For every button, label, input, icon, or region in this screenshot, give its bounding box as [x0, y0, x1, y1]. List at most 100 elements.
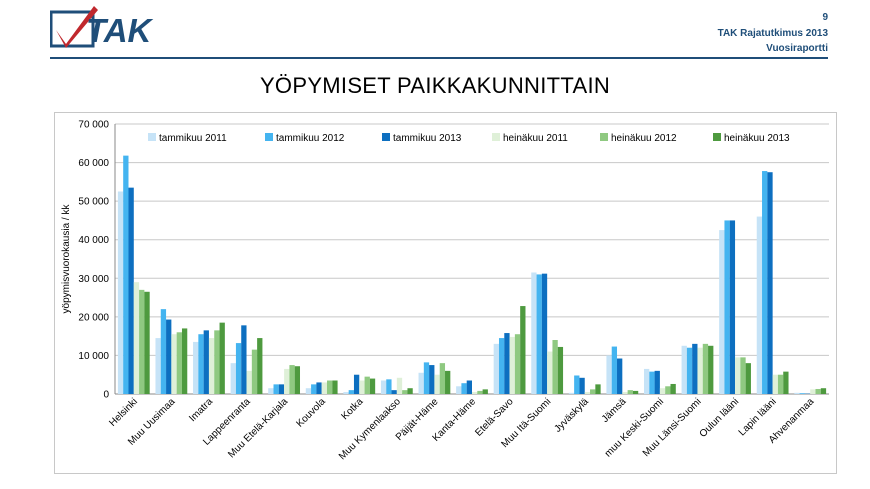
- y-tick-label: 50 000: [78, 197, 109, 208]
- bar: [278, 384, 285, 394]
- bar: [729, 220, 736, 394]
- bar: [396, 377, 403, 394]
- bar: [659, 388, 666, 394]
- y-axis-title: yöpymisvuorokausia / kk: [61, 204, 72, 314]
- bar: [493, 343, 499, 394]
- legend-swatch: [265, 133, 273, 141]
- bar: [214, 330, 220, 394]
- bar: [649, 371, 655, 394]
- chart-title: YÖPYMISET PAIKKAKUNNITTAIN: [259, 73, 611, 98]
- chart-frame: 0 10 000 20 000 30 000 40 000 50 000 60 000 70 …: [54, 112, 837, 474]
- bar: [772, 374, 778, 394]
- bar: [139, 289, 145, 394]
- logo-text: TAK: [86, 12, 154, 49]
- y-tick-label: 0: [103, 390, 109, 401]
- page-number: 9: [822, 12, 828, 23]
- bar: [257, 338, 263, 394]
- bar: [321, 382, 327, 394]
- bar: [203, 330, 209, 394]
- y-tick-label: 20 000: [78, 312, 109, 323]
- bar: [686, 347, 693, 394]
- bar: [155, 338, 161, 394]
- bar: [289, 365, 295, 394]
- bar: [498, 338, 505, 394]
- bar: [219, 322, 225, 394]
- bar: [617, 358, 623, 394]
- x-tick-label: Imatra: [187, 396, 215, 424]
- bar: [541, 273, 548, 394]
- y-tick-label: 60 000: [78, 158, 109, 169]
- bar: [745, 363, 751, 394]
- bar: [429, 365, 435, 394]
- legend-label: tammikuu 2012: [276, 133, 345, 144]
- bar: [268, 388, 274, 394]
- bar: [181, 328, 188, 394]
- bar: [777, 374, 784, 394]
- bar: [364, 376, 370, 394]
- report-title: TAK Rajatutkimus 2013: [717, 28, 828, 39]
- bar: [284, 368, 290, 394]
- x-tick-label: Kouvola: [294, 396, 328, 430]
- legend-swatch: [713, 133, 721, 141]
- bar: [756, 216, 763, 394]
- legend-label: heinäkuu 2012: [611, 133, 677, 144]
- bar: [595, 384, 601, 394]
- bar: [246, 370, 252, 394]
- bar: [343, 392, 349, 394]
- legend-label: tammikuu 2011: [159, 133, 227, 144]
- bar: [665, 386, 671, 394]
- x-tick-label: Kotka: [340, 396, 366, 422]
- y-tick-label: 30 000: [78, 274, 109, 285]
- bar: [391, 390, 397, 394]
- bar: [251, 349, 258, 394]
- y-tick-label: 10 000: [78, 351, 109, 362]
- bar: [611, 346, 618, 394]
- bar: [273, 384, 279, 394]
- bar-chart: 0 10 000 20 000 30 000 40 000 50 000 60 000 70 …: [61, 120, 829, 462]
- bar: [193, 341, 199, 394]
- bar: [402, 390, 408, 394]
- bar: [123, 155, 129, 394]
- legend-label: heinäkuu 2013: [724, 133, 790, 144]
- bar: [568, 392, 575, 394]
- legend-swatch: [492, 133, 500, 141]
- bar: [311, 384, 317, 394]
- bar: [719, 230, 725, 394]
- bar: [294, 366, 301, 394]
- bar: [509, 336, 515, 394]
- bar: [407, 388, 413, 394]
- bar: [740, 357, 746, 394]
- bar: [439, 363, 446, 394]
- bar: [606, 355, 612, 394]
- bar: [208, 338, 215, 394]
- x-tick-label: Jyväskylä: [552, 396, 591, 435]
- bar: [622, 392, 628, 394]
- bar: [386, 379, 392, 394]
- bar: [820, 388, 827, 394]
- bar: [632, 390, 639, 394]
- bar: [552, 340, 558, 394]
- bar: [423, 362, 430, 394]
- bar: [504, 333, 510, 394]
- bar: [305, 388, 312, 394]
- legend-swatch: [148, 133, 156, 141]
- bar: [708, 345, 714, 394]
- bar: [326, 380, 333, 394]
- bar: [724, 220, 730, 394]
- bar: [670, 383, 676, 394]
- bar: [520, 306, 526, 394]
- bar: [171, 334, 177, 394]
- bar: [359, 380, 365, 394]
- bar: [230, 363, 236, 394]
- bar: [160, 309, 167, 394]
- x-tick-label: Helsinki: [107, 396, 140, 429]
- bar: [536, 274, 542, 394]
- bar: [681, 345, 687, 394]
- legend-label: tammikuu 2013: [393, 133, 462, 144]
- bar: [794, 392, 800, 394]
- legend-label: heinäkuu 2011: [503, 133, 568, 144]
- legend-swatch: [382, 133, 390, 141]
- bar: [482, 389, 488, 394]
- bar: [380, 380, 387, 394]
- bar: [128, 187, 134, 394]
